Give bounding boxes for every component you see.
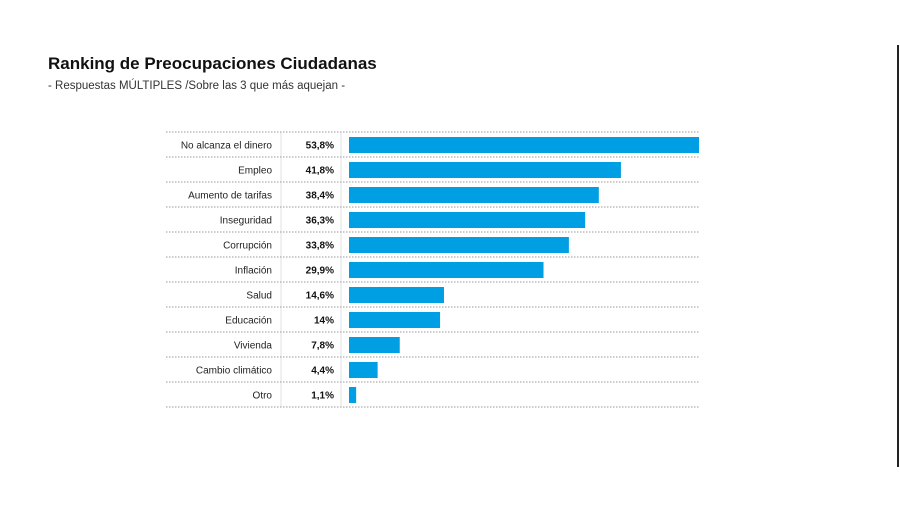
category-label: Vivienda (234, 341, 273, 352)
value-label: 33,8% (306, 241, 334, 252)
value-label: 1,1% (311, 391, 334, 402)
category-label: Otro (253, 391, 273, 402)
value-label: 7,8% (311, 341, 334, 352)
category-label: Educación (225, 316, 272, 327)
bar (349, 287, 444, 303)
category-label: Empleo (238, 166, 272, 177)
category-label: Inseguridad (220, 216, 272, 227)
value-label: 14% (314, 316, 334, 327)
bar (349, 362, 378, 378)
category-label: Aumento de tarifas (188, 191, 272, 202)
bar (349, 262, 544, 278)
category-label: Corrupción (223, 241, 272, 252)
category-label: No alcanza el dinero (181, 141, 273, 152)
bar (349, 162, 621, 178)
value-label: 14,6% (306, 291, 334, 302)
bar (349, 237, 569, 253)
category-label: Cambio climático (196, 366, 273, 377)
chart-subtitle: - Respuestas MÚLTIPLES /Sobre las 3 que … (48, 80, 346, 92)
value-label: 53,8% (306, 141, 334, 152)
chart-title: Ranking de Preocupaciones Ciudadanas (48, 54, 377, 73)
bar (349, 212, 586, 228)
bar (349, 187, 599, 203)
value-label: 41,8% (306, 166, 334, 177)
category-label: Inflación (235, 266, 272, 277)
right-edge-divider (897, 45, 899, 467)
value-label: 38,4% (306, 191, 334, 202)
bar (349, 137, 699, 153)
bar (349, 337, 400, 353)
category-label: Salud (246, 291, 272, 302)
value-label: 4,4% (311, 366, 334, 377)
bar (349, 312, 441, 328)
value-label: 36,3% (306, 216, 334, 227)
bar (349, 387, 357, 403)
value-label: 29,9% (306, 266, 334, 277)
